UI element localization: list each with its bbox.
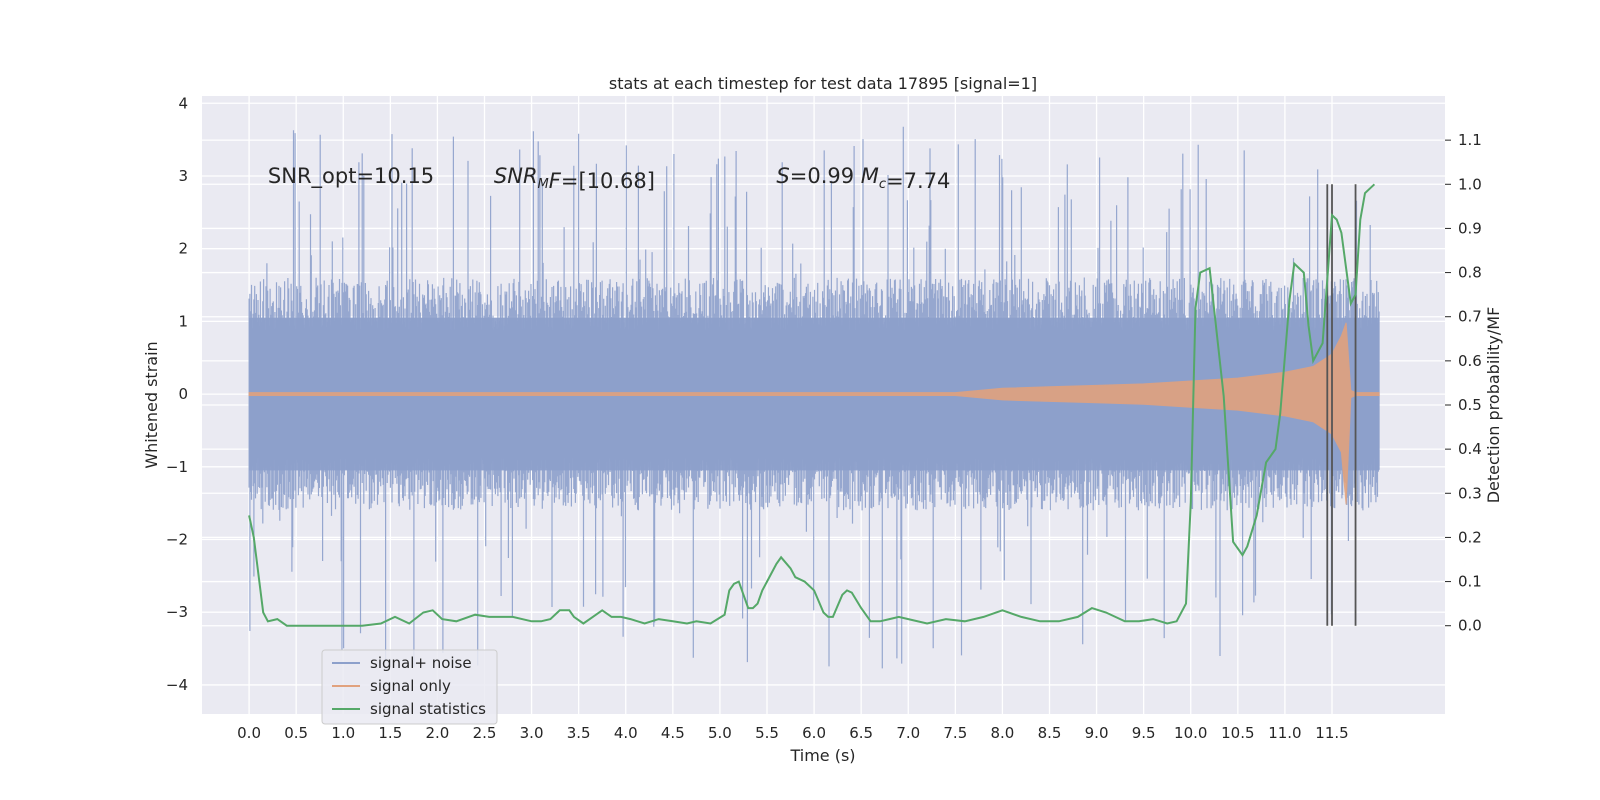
x-tick-label: 8.5: [1038, 724, 1062, 742]
y-tick-label: 4: [178, 94, 188, 112]
y-tick-label: −2: [166, 531, 188, 549]
x-tick-label: 7.5: [943, 724, 967, 742]
y-tick-label: −3: [166, 603, 188, 621]
x-tick-label: 3.0: [520, 724, 544, 742]
x-tick-label: 0.0: [237, 724, 261, 742]
y2-tick-label: 1.1: [1458, 131, 1482, 149]
y2-axis-label: Detection probability/MF: [1484, 307, 1503, 504]
x-axis-label: Time (s): [789, 746, 855, 765]
x-tick-label: 11.0: [1268, 724, 1301, 742]
y2-tick-label: 1.0: [1458, 175, 1482, 193]
x-tick-label: 5.0: [708, 724, 732, 742]
y2-tick-label: 0.4: [1458, 440, 1482, 458]
legend-label-signal-only: signal only: [370, 677, 451, 695]
data-layer: [248, 126, 1380, 669]
x-tick-label: 9.5: [1132, 724, 1156, 742]
x-tick-label: 6.0: [802, 724, 826, 742]
tick-labels: 0.0 0.5 1.0 1.5 2.0 2.5 3.0 3.5 4.0 4.5 5.0 5.5 6.0 6…: [166, 94, 1482, 742]
x-tick-label: 4.5: [661, 724, 685, 742]
y2-tick-label: 0.0: [1458, 617, 1482, 635]
x-tick-label: 1.5: [378, 724, 402, 742]
y2-tick-label: 0.1: [1458, 573, 1482, 591]
y-tick-label: 3: [178, 167, 188, 185]
x-tick-label: 9.0: [1085, 724, 1109, 742]
y-axis-label: Whitened strain: [142, 341, 161, 468]
x-tick-label: 3.5: [567, 724, 591, 742]
y-tick-label: 1: [178, 312, 188, 330]
x-tick-label: 10.0: [1174, 724, 1207, 742]
x-tick-label: 8.0: [990, 724, 1014, 742]
y2-tick-label: 0.7: [1458, 308, 1482, 326]
x-tick-label: 11.5: [1315, 724, 1348, 742]
y2-tick-label: 0.9: [1458, 219, 1482, 237]
y2-tick-label: 0.5: [1458, 396, 1482, 414]
signal-statistics-series: [248, 183, 1376, 627]
x-tick-label: 5.5: [755, 724, 779, 742]
legend-box: [321, 649, 498, 725]
annotation-2: S=0.99 Mc=7.74: [776, 164, 950, 193]
x-tick-label: 7.0: [896, 724, 920, 742]
y-tick-label: 2: [178, 240, 188, 258]
signal-only-series: [248, 322, 1380, 505]
x-tick-label: 2.0: [425, 724, 449, 742]
y-tick-label: −4: [166, 676, 188, 694]
annotation-1: SNRMF=[10.68]: [494, 164, 655, 193]
x-tick-label: 1.0: [331, 724, 355, 742]
chart-title: stats at each timestep for test data 178…: [609, 74, 1037, 93]
annotation-0: SNR_opt=10.15: [268, 164, 434, 189]
x-tick-label: 10.5: [1221, 724, 1254, 742]
y2-tick-label: 0.6: [1458, 352, 1482, 370]
x-tick-label: 4.0: [614, 724, 638, 742]
x-tick-label: 2.5: [473, 724, 497, 742]
x-tick-label: 6.5: [849, 724, 873, 742]
y-tick-label: 0: [178, 385, 188, 403]
y2-tick-label: 0.2: [1458, 528, 1482, 546]
annotations: SNR_opt=10.15 SNRMF=[10.68] S=0.99 Mc=7.74: [268, 164, 951, 193]
y2-tick-label: 0.3: [1458, 484, 1482, 502]
y2-tick-label: 0.8: [1458, 264, 1482, 282]
y-tick-label: −1: [166, 458, 188, 476]
legend-label-signal-noise: signal+ noise: [370, 654, 472, 672]
legend: signal+ noise signal only signal statist…: [321, 649, 498, 725]
x-tick-label: 0.5: [284, 724, 308, 742]
legend-label-signal-statistics: signal statistics: [370, 700, 486, 718]
